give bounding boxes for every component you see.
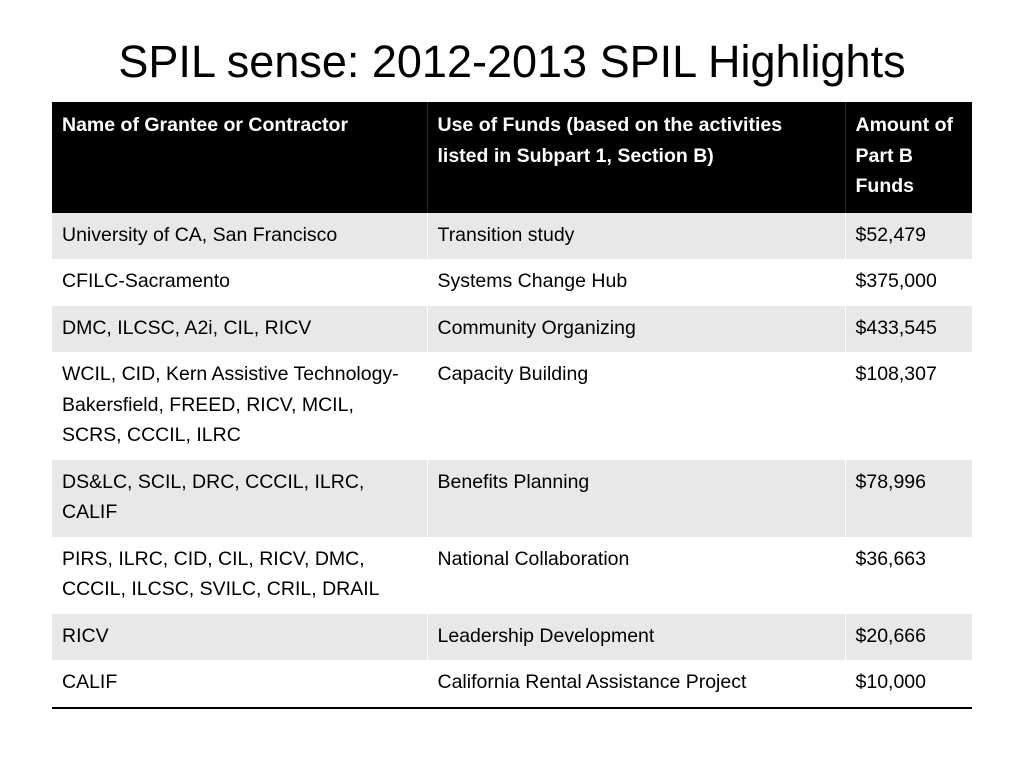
table-row: DMC, ILCSC, A2i, CIL, RICV Community Org… xyxy=(52,305,972,352)
table-row: WCIL, CID, Kern Assistive Technology-Bak… xyxy=(52,352,972,460)
table-row: CFILC-Sacramento Systems Change Hub $375… xyxy=(52,259,972,306)
use-of-funds-cell: Systems Change Hub xyxy=(426,259,845,306)
grantee-cell: RICV xyxy=(52,613,427,660)
grantee-cell: CFILC-Sacramento xyxy=(52,259,427,306)
header-use-of-funds: Use of Funds (based on the activities li… xyxy=(426,102,845,213)
grantee-cell: PIRS, ILRC, CID, CIL, RICV, DMC, CCCIL, … xyxy=(52,536,427,614)
highlights-table: Name of Grantee or Contractor Use of Fun… xyxy=(52,102,972,709)
use-of-funds-cell: Capacity Building xyxy=(426,352,845,460)
use-of-funds-cell: California Rental Assistance Project xyxy=(426,660,845,708)
grantee-cell: University of CA, San Francisco xyxy=(52,212,427,259)
table-row: RICV Leadership Development $20,666 xyxy=(52,613,972,660)
amount-cell: $433,545 xyxy=(844,305,972,352)
use-of-funds-cell: National Collaboration xyxy=(426,536,845,614)
use-of-funds-cell: Community Organizing xyxy=(426,305,845,352)
amount-cell: $78,996 xyxy=(844,459,972,537)
amount-cell: $20,666 xyxy=(844,613,972,660)
amount-cell: $52,479 xyxy=(844,212,972,259)
use-of-funds-cell: Leadership Development xyxy=(426,613,845,660)
table-header-row: Name of Grantee or Contractor Use of Fun… xyxy=(52,102,972,213)
grantee-cell: WCIL, CID, Kern Assistive Technology-Bak… xyxy=(52,352,427,460)
grantee-cell: CALIF xyxy=(52,660,427,708)
table-row: PIRS, ILRC, CID, CIL, RICV, DMC, CCCIL, … xyxy=(52,536,972,614)
table-row: CALIF California Rental Assistance Proje… xyxy=(52,660,972,708)
slide-title: SPIL sense: 2012-2013 SPIL Highlights xyxy=(118,36,906,87)
highlights-table-container: Name of Grantee or Contractor Use of Fun… xyxy=(52,102,972,709)
use-of-funds-cell: Benefits Planning xyxy=(426,459,845,537)
grantee-cell: DMC, ILCSC, A2i, CIL, RICV xyxy=(52,305,427,352)
table-row: University of CA, San Francisco Transiti… xyxy=(52,212,972,259)
header-grantee: Name of Grantee or Contractor xyxy=(52,102,427,213)
table-row: DS&LC, SCIL, DRC, CCCIL, ILRC, CALIF Ben… xyxy=(52,459,972,537)
amount-cell: $108,307 xyxy=(844,352,972,460)
use-of-funds-cell: Transition study xyxy=(426,212,845,259)
grantee-cell: DS&LC, SCIL, DRC, CCCIL, ILRC, CALIF xyxy=(52,459,427,537)
amount-cell: $36,663 xyxy=(844,536,972,614)
amount-cell: $10,000 xyxy=(844,660,972,708)
amount-cell: $375,000 xyxy=(844,259,972,306)
header-amount: Amount of Part B Funds xyxy=(844,102,972,213)
